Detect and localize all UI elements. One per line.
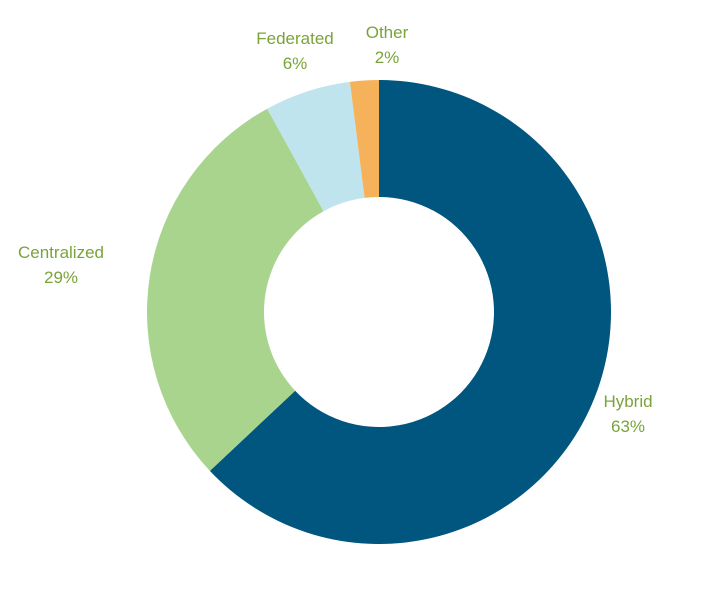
slice-label-centralized: Centralized bbox=[18, 243, 104, 262]
slice-centralized bbox=[146, 108, 324, 471]
donut-labels: Hybrid 63% Centralized 29% Federated 6% Other 2… bbox=[18, 23, 653, 436]
slice-value-federated: 6% bbox=[283, 54, 308, 73]
slice-label-other: Other bbox=[366, 23, 409, 42]
donut-slices bbox=[146, 80, 611, 544]
slice-federated bbox=[267, 81, 365, 212]
slice-label-federated: Federated bbox=[256, 29, 334, 48]
slice-label-hybrid: Hybrid bbox=[603, 392, 652, 411]
slice-value-hybrid: 63% bbox=[611, 417, 645, 436]
slice-hybrid bbox=[209, 80, 611, 544]
slice-value-centralized: 29% bbox=[44, 268, 78, 287]
slice-value-other: 2% bbox=[375, 48, 400, 67]
slice-other bbox=[349, 80, 379, 198]
